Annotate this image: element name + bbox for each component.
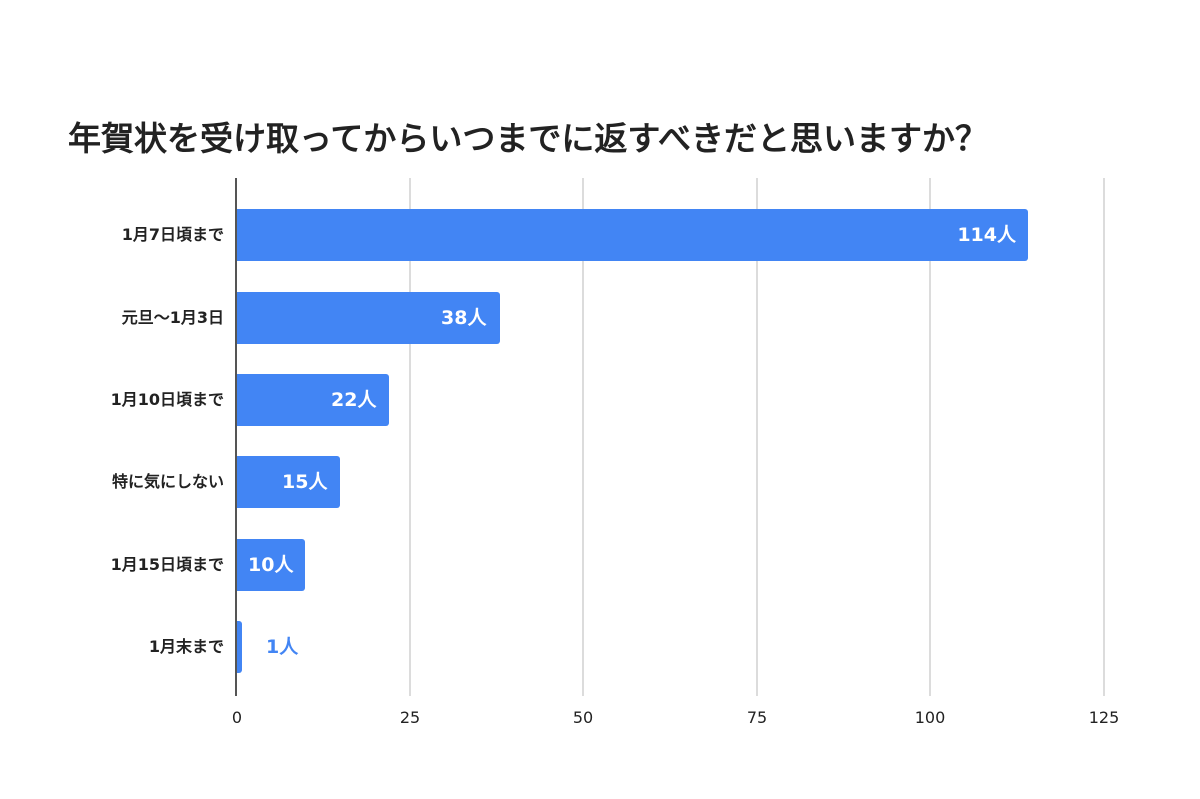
bar-label-newyear-jan3: 38人 bbox=[441, 307, 487, 329]
category-label-newyear-jan3: 元旦〜1月3日 bbox=[121, 308, 224, 327]
bar-jan10 bbox=[236, 374, 389, 426]
category-label-jan7: 1月7日頃まで bbox=[121, 225, 224, 244]
gridline-75 bbox=[756, 178, 758, 696]
bar-label-end-of-jan: 1人 bbox=[266, 636, 299, 658]
gridline-25 bbox=[409, 178, 411, 696]
chart-title: 年賀状を受け取ってからいつまでに返すべきだと思いますか？ bbox=[68, 119, 989, 158]
gridline-50 bbox=[582, 178, 584, 696]
bar-label-jan7: 114人 bbox=[957, 224, 1016, 246]
x-tick-50: 50 bbox=[572, 708, 594, 727]
x-tick-75: 75 bbox=[746, 708, 768, 727]
bar-jan15 bbox=[236, 539, 305, 591]
bar-end-of-jan bbox=[236, 621, 242, 673]
gridline-125 bbox=[1103, 178, 1105, 696]
bar-jan7 bbox=[236, 209, 1028, 261]
x-tick-0: 0 bbox=[231, 708, 243, 727]
category-label-dont-care: 特に気にしない bbox=[111, 472, 224, 491]
bar-label-jan15: 10人 bbox=[248, 554, 294, 576]
y-axis-line bbox=[235, 178, 237, 696]
bar-dont-care bbox=[236, 456, 340, 508]
bar-newyear-jan3 bbox=[236, 292, 500, 344]
bar-label-dont-care: 15人 bbox=[282, 471, 328, 493]
category-label-end-of-jan: 1月末まで bbox=[148, 637, 224, 656]
x-tick-125: 125 bbox=[1088, 708, 1120, 727]
x-tick-25: 25 bbox=[399, 708, 421, 727]
category-label-jan15: 1月15日頃まで bbox=[110, 555, 224, 574]
gridline-100 bbox=[929, 178, 931, 696]
category-label-jan10: 1月10日頃まで bbox=[110, 390, 224, 409]
x-tick-100: 100 bbox=[914, 708, 946, 727]
bar-label-jan10: 22人 bbox=[331, 389, 377, 411]
plot-area: 114人 38人 22人 15人 10人 1人 bbox=[235, 178, 1105, 696]
